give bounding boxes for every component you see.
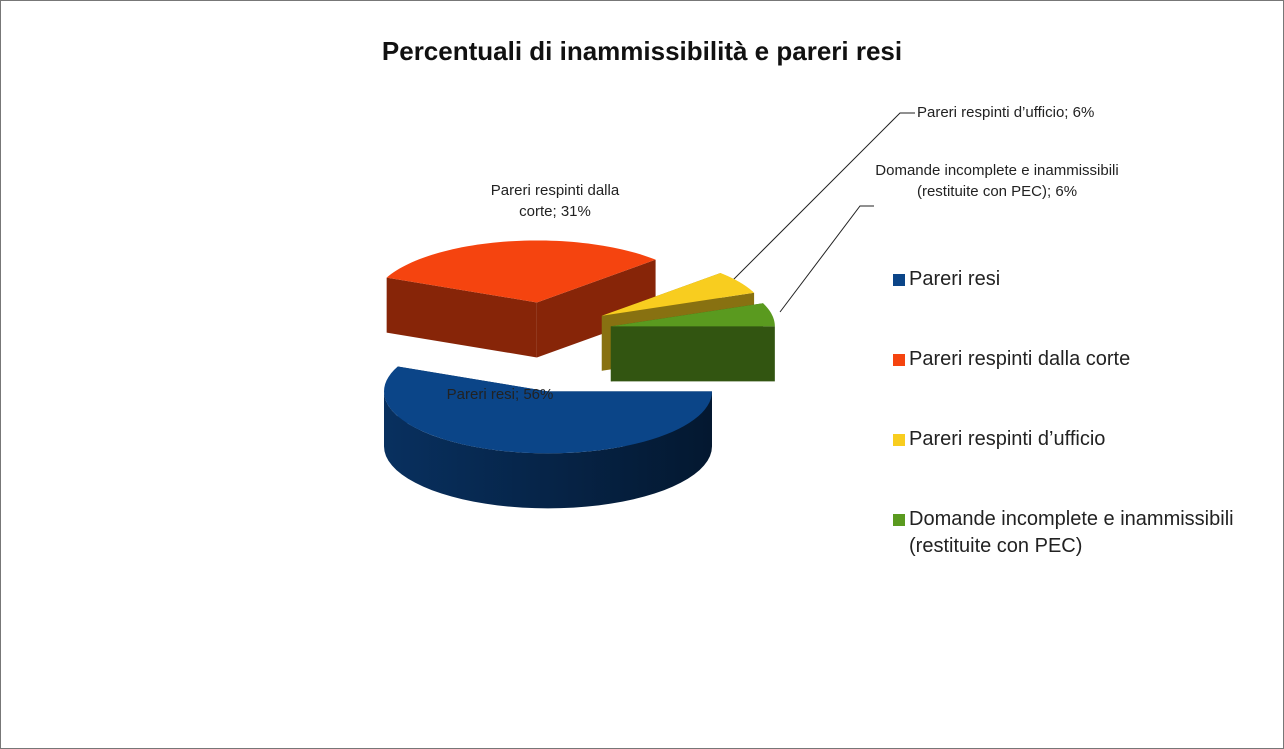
legend-swatch — [893, 434, 905, 446]
slice-side — [536, 259, 656, 358]
data-label: Pareri respinti d’ufficio; 6% — [917, 104, 1095, 121]
slice — [386, 240, 656, 303]
legend-swatch — [893, 274, 905, 286]
legend-label: Domande incomplete e inammissibili (rest… — [909, 508, 1234, 557]
chart-title: Percentuali di inammissibilità e pareri … — [381, 36, 903, 66]
slice-side — [386, 277, 537, 358]
slice-wall — [384, 391, 712, 509]
legend-label: Pareri respinti d’ufficio — [909, 428, 1106, 450]
legend-item: Pareri respinti dalla corte — [893, 346, 1273, 426]
leader-line — [729, 112, 915, 284]
data-label: Pareri resi; 56% — [446, 386, 554, 403]
slice — [610, 303, 775, 327]
legend-swatch — [893, 514, 905, 526]
legend: Pareri resi Pareri respinti dalla corte Pa… — [893, 266, 1273, 586]
legend-item: Domande incomplete e inammissibili (rest… — [893, 506, 1273, 586]
data-label: Domande incomplete e inammissibili (rest… — [875, 162, 1119, 200]
legend-swatch — [893, 354, 905, 366]
data-label: Pareri respinti dalla corte; 31% — [490, 182, 620, 220]
leader-line — [779, 205, 874, 313]
slice — [384, 366, 712, 454]
legend-item: Pareri resi — [893, 266, 1273, 346]
legend-label: Pareri respinti dalla corte — [909, 348, 1131, 370]
slice-group — [610, 303, 775, 382]
legend-item: Pareri respinti d’ufficio — [893, 426, 1273, 506]
slice-group — [384, 366, 712, 509]
legend-label: Pareri resi — [909, 268, 1001, 290]
slice-group — [386, 240, 656, 358]
slice-side — [610, 326, 775, 382]
slice — [601, 272, 755, 316]
